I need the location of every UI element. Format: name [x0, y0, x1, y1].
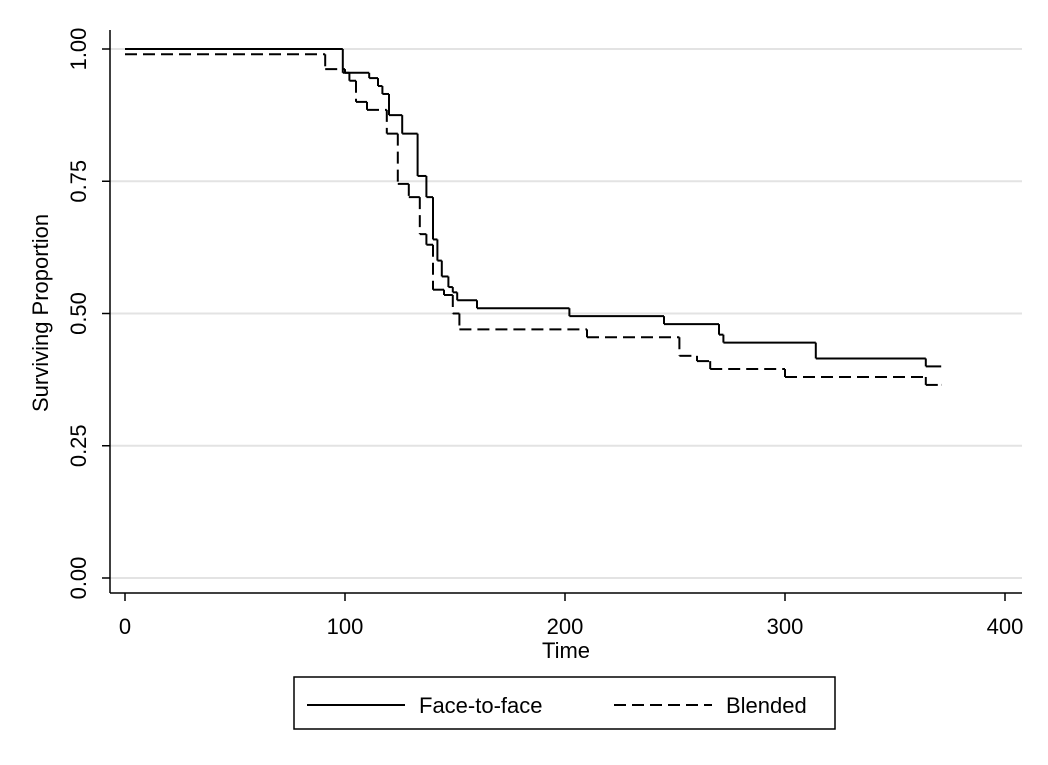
y-axis-label: Surviving Proportion [28, 214, 53, 412]
y-tick-label: 1.00 [66, 28, 91, 71]
legend-label: Blended [726, 693, 807, 718]
x-tick-label: 400 [987, 614, 1024, 639]
y-tick-label: 0.50 [66, 292, 91, 335]
x-tick-label: 200 [547, 614, 584, 639]
x-tick-label: 100 [327, 614, 364, 639]
x-tick-label: 0 [119, 614, 131, 639]
y-tick-label: 0.25 [66, 424, 91, 467]
legend-box [293, 676, 836, 730]
x-tick-label: 300 [767, 614, 804, 639]
y-tick-label: 0.75 [66, 160, 91, 203]
y-tick-label: 0.00 [66, 557, 91, 600]
legend-label: Face-to-face [419, 693, 543, 718]
x-axis-label: Time [542, 638, 590, 663]
